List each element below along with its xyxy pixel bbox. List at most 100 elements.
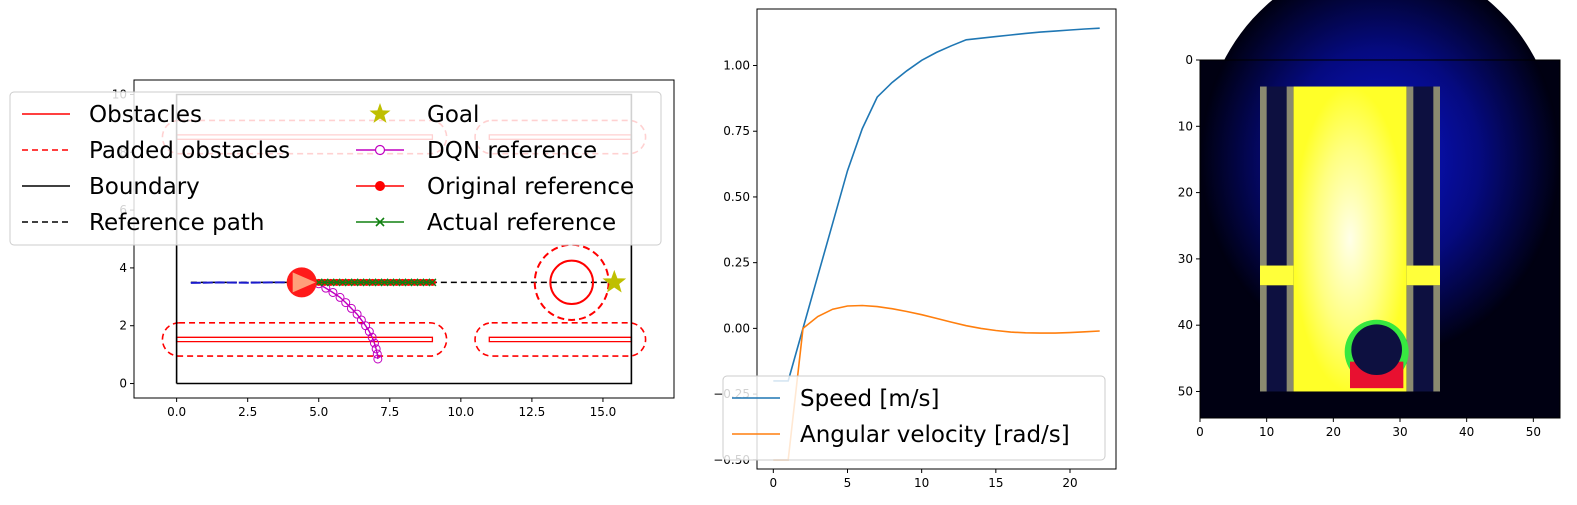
velocity-legend-label: Angular velocity [rad/s] (800, 422, 1070, 448)
velocity-ytick-label: 0.75 (723, 124, 750, 138)
map-panel: 0.02.55.07.510.012.515.00246810 Obstacle… (9, 79, 675, 419)
actual-reference-point (332, 278, 341, 287)
map-legend-label: Actual reference (427, 210, 616, 236)
observation-ytick-label: 10 (1178, 119, 1193, 133)
observation-image (1200, 0, 1560, 418)
observation-left-gap (1260, 265, 1294, 286)
robot-heading-arrow (292, 272, 316, 293)
actual-reference-point (392, 278, 401, 287)
observation-ytick-label: 40 (1178, 318, 1193, 332)
velocity-xtick-label: 10 (914, 476, 929, 490)
actual-reference-point (380, 278, 389, 287)
observation-xtick-label: 50 (1526, 425, 1541, 439)
map-xtick-label: 10.0 (447, 405, 474, 419)
actual-reference-point (428, 278, 437, 287)
velocity-xtick-label: 15 (988, 476, 1003, 490)
speed-line (773, 27, 1100, 382)
map-legend-label: DQN reference (427, 138, 597, 164)
map-xtick-label: 7.5 (380, 405, 399, 419)
dqn-reference-point (367, 332, 377, 342)
dqn-reference-point (335, 292, 345, 302)
observation-right-gap (1406, 265, 1440, 286)
observation-wall-edge (1286, 285, 1294, 392)
observation-xtick-label: 0 (1196, 425, 1204, 439)
observation-xtick-label: 30 (1392, 425, 1407, 439)
angular-velocity-line (773, 304, 1100, 461)
dqn-reference-point (369, 338, 379, 348)
actual-reference-point (338, 278, 347, 287)
map-ytick-label: 0 (119, 377, 127, 391)
map-legend-box (9, 91, 662, 246)
velocity-xtick-label: 20 (1062, 476, 1077, 490)
dqn-reference-point (371, 344, 381, 354)
observation-xtick-label: 20 (1326, 425, 1341, 439)
actual-reference-point (410, 278, 419, 287)
dqn-reference-point (373, 354, 383, 364)
observation-ytick-label: 30 (1178, 252, 1193, 266)
observation-ytick-label: 20 (1178, 186, 1193, 200)
observation-axes-frame (1199, 59, 1561, 419)
map-legend-label: Original reference (427, 174, 634, 200)
padded-obstacle (474, 322, 647, 357)
actual-reference-point (422, 278, 431, 287)
actual-reference-point (416, 278, 425, 287)
velocity-ytick-label: 0.25 (723, 256, 750, 270)
map-xtick-label: 15.0 (590, 405, 617, 419)
velocity-xtick-label: 0 (769, 476, 777, 490)
observation-ticks: 0 10 20 30 40 50 0 10 20 30 40 50 (1178, 53, 1541, 439)
map-xtick-label: 0.0 (167, 405, 186, 419)
goal-star (602, 269, 627, 293)
dynamic-obstacle (549, 259, 594, 306)
observation-wall-edge (1406, 285, 1414, 392)
velocity-legend: Speed [m/s] Angular velocity [rad/s] (722, 375, 1106, 461)
legend-handle-original-marker (375, 181, 385, 191)
dqn-reference-point (364, 327, 374, 337)
velocity-ytick-label: 0.00 (723, 321, 750, 335)
map-ytick-label: 2 (119, 319, 127, 333)
dqn-reference-point (356, 315, 366, 325)
actual-reference-point (368, 278, 377, 287)
legend-handle-actual-marker (375, 217, 385, 227)
observation-panel: 0 10 20 30 40 50 0 10 20 30 40 50 (1178, 0, 1561, 439)
map-legend-label: Reference path (89, 210, 264, 236)
legend-handle-goal (369, 103, 391, 123)
actual-reference-point (350, 278, 359, 287)
velocity-ytick-label: 1.00 (723, 59, 750, 73)
velocity-xtick-label: 5 (844, 476, 852, 490)
dqn-reference-point (328, 287, 338, 297)
actual-reference-point (326, 278, 335, 287)
map-legend-label: Obstacles (89, 102, 202, 128)
actual-reference-point (404, 278, 413, 287)
observation-ytick-label: 0 (1185, 53, 1193, 67)
actual-reference-point (344, 278, 353, 287)
dqn-reference-point (346, 303, 356, 313)
observation-xtick-label: 10 (1259, 425, 1274, 439)
observation-ytick-label: 50 (1178, 384, 1193, 398)
dqn-reference-point (372, 349, 382, 359)
padded-obstacle (161, 322, 448, 357)
map-xtick-label: 5.0 (309, 405, 328, 419)
map-legend-label: Goal (427, 102, 479, 128)
actual-reference-point (356, 278, 365, 287)
map-legend: Obstacles Padded obstacles Boundary Referen… (9, 91, 662, 246)
velocity-axes-frame (756, 8, 1117, 470)
map-legend-label: Padded obstacles (89, 138, 290, 164)
observation-obstacle-core (1351, 324, 1402, 376)
dqn-reference-point (341, 298, 351, 308)
velocity-content (773, 27, 1100, 461)
traveled-path (190, 281, 302, 284)
map-ytick-label: 4 (119, 261, 127, 275)
map-xtick-label: 2.5 (238, 405, 257, 419)
map-legend-label: Boundary (89, 174, 200, 200)
actual-reference-point (320, 278, 329, 287)
observation-wall-edge (1260, 285, 1267, 392)
velocity-ytick-label: 0.50 (723, 190, 750, 204)
observation-xtick-label: 40 (1459, 425, 1474, 439)
actual-reference-point (362, 278, 371, 287)
observation-wall-edge (1433, 285, 1440, 392)
velocity-legend-box (722, 375, 1106, 461)
actual-reference-point (398, 278, 407, 287)
observation-wall-edge (1433, 86, 1440, 266)
